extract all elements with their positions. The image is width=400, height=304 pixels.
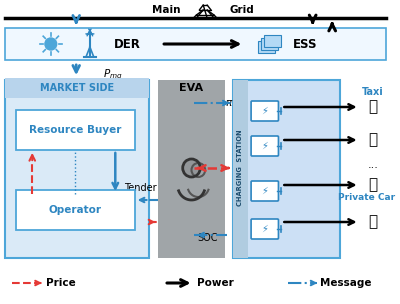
Circle shape (45, 38, 57, 50)
FancyBboxPatch shape (232, 80, 340, 258)
FancyBboxPatch shape (251, 101, 278, 121)
Text: ⚡: ⚡ (261, 186, 268, 196)
Circle shape (183, 159, 200, 177)
Text: Price: Price (46, 278, 76, 288)
Text: Resource Buyer: Resource Buyer (29, 125, 122, 135)
FancyBboxPatch shape (232, 80, 248, 258)
Text: ⚡: ⚡ (261, 141, 268, 151)
Text: ESS: ESS (293, 37, 318, 50)
Text: Power: Power (197, 278, 234, 288)
Text: ⚡: ⚡ (261, 106, 268, 116)
Text: Message: Message (320, 278, 372, 288)
Text: Tender: Tender (124, 183, 156, 193)
FancyBboxPatch shape (158, 80, 225, 258)
FancyBboxPatch shape (16, 190, 135, 230)
FancyBboxPatch shape (5, 80, 150, 258)
Text: 🚕: 🚕 (369, 99, 378, 115)
Text: ⚡: ⚡ (261, 224, 268, 234)
FancyBboxPatch shape (261, 37, 278, 50)
Text: Grid: Grid (230, 5, 254, 15)
FancyBboxPatch shape (16, 110, 135, 150)
FancyBboxPatch shape (251, 136, 278, 156)
FancyBboxPatch shape (5, 28, 386, 60)
Text: Taxi: Taxi (362, 87, 384, 97)
Text: π: π (225, 98, 232, 108)
Text: $P_{mg}$: $P_{mg}$ (102, 68, 122, 82)
Text: Operator: Operator (49, 205, 102, 215)
Text: ...: ... (368, 160, 379, 170)
Text: SOC: SOC (197, 233, 217, 243)
FancyBboxPatch shape (251, 219, 278, 239)
Text: MARKET SIDE: MARKET SIDE (40, 83, 114, 93)
FancyBboxPatch shape (5, 78, 150, 98)
FancyBboxPatch shape (264, 34, 281, 47)
Text: CHARGING  STATION: CHARGING STATION (237, 130, 243, 206)
Text: Private Car: Private Car (338, 194, 395, 202)
Text: Main: Main (152, 5, 181, 15)
Text: 🚗: 🚗 (369, 215, 378, 230)
FancyBboxPatch shape (258, 40, 275, 53)
Text: 🚕: 🚕 (369, 133, 378, 147)
FancyBboxPatch shape (251, 181, 278, 201)
Text: DER: DER (114, 37, 140, 50)
Text: 🚗: 🚗 (369, 178, 378, 192)
Text: EVA: EVA (180, 83, 204, 93)
